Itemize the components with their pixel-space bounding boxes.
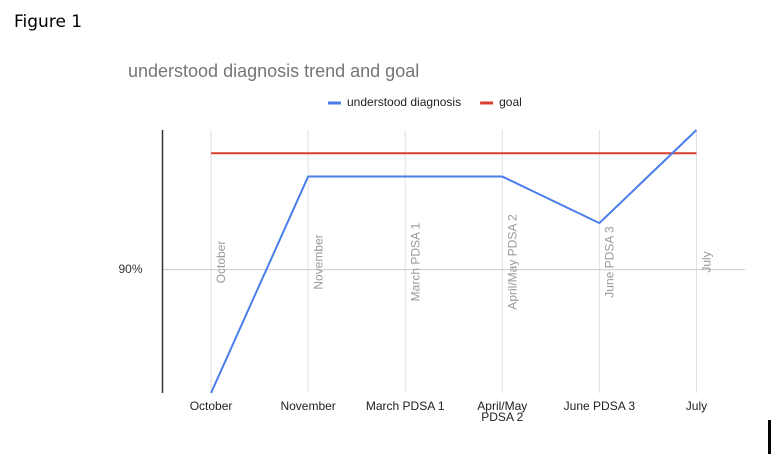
- chart-title: understood diagnosis trend and goal: [128, 61, 419, 81]
- x-tick-label: March PDSA 1: [366, 399, 445, 413]
- x-tick-label: June PDSA 3: [564, 399, 636, 413]
- x-tick-label: July: [686, 399, 707, 413]
- in-plot-category-label: April/May PDSA 2: [505, 214, 519, 310]
- y-tick-label: 90%: [118, 262, 142, 276]
- x-tick-label: April/May PDSA 2: [477, 399, 527, 424]
- cursor-bar: [768, 420, 771, 454]
- x-tick-label: October: [190, 399, 233, 413]
- figure-label: Figure 1: [14, 12, 82, 32]
- in-plot-category-label: March PDSA 1: [408, 222, 422, 301]
- series-line: [210, 129, 698, 394]
- legend-label: understood diagnosis: [347, 95, 461, 109]
- x-tick-label: November: [280, 399, 335, 413]
- in-plot-category-label: October: [214, 241, 228, 284]
- legend-label: goal: [499, 95, 522, 109]
- in-plot-category-label: June PDSA 3: [603, 226, 617, 298]
- in-plot-category-label: July: [700, 251, 714, 272]
- in-plot-category-label: November: [311, 234, 325, 289]
